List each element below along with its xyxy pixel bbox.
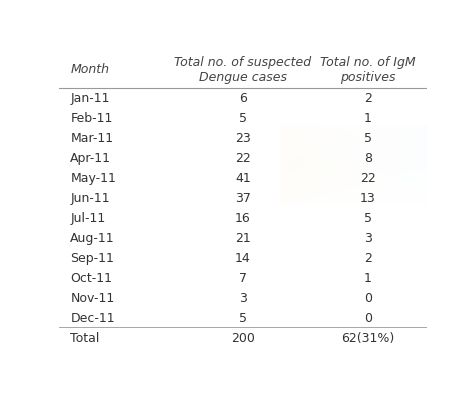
Text: Nov-11: Nov-11 (70, 292, 115, 305)
Text: 2: 2 (364, 92, 372, 105)
Text: Jun-11: Jun-11 (70, 192, 110, 205)
Text: 21: 21 (235, 232, 251, 245)
Text: 3: 3 (364, 232, 372, 245)
Text: Feb-11: Feb-11 (70, 112, 113, 125)
Text: 5: 5 (239, 112, 247, 125)
Text: 14: 14 (235, 252, 251, 265)
Text: 23: 23 (235, 131, 251, 144)
Text: 22: 22 (360, 172, 376, 185)
Text: Oct-11: Oct-11 (70, 272, 112, 285)
Text: 2: 2 (364, 252, 372, 265)
Text: May-11: May-11 (70, 172, 116, 185)
Text: 16: 16 (235, 212, 251, 225)
Text: Total: Total (70, 332, 100, 345)
Text: 5: 5 (364, 131, 372, 144)
Text: Jul-11: Jul-11 (70, 212, 106, 225)
Text: Month: Month (70, 63, 109, 77)
Text: 7: 7 (239, 272, 247, 285)
Text: 5: 5 (364, 212, 372, 225)
Text: 5: 5 (239, 312, 247, 325)
Text: Apr-11: Apr-11 (70, 152, 111, 165)
Text: 41: 41 (235, 172, 251, 185)
Text: 200: 200 (231, 332, 255, 345)
Text: 0: 0 (364, 292, 372, 305)
Text: 62(31%): 62(31%) (341, 332, 394, 345)
Text: 8: 8 (364, 152, 372, 165)
Text: Jan-11: Jan-11 (70, 92, 110, 105)
Text: 13: 13 (360, 192, 376, 205)
Text: 37: 37 (235, 192, 251, 205)
Text: 1: 1 (364, 112, 372, 125)
Text: 1: 1 (364, 272, 372, 285)
Text: Sep-11: Sep-11 (70, 252, 114, 265)
Text: 0: 0 (364, 312, 372, 325)
Text: Mar-11: Mar-11 (70, 131, 113, 144)
Text: Dec-11: Dec-11 (70, 312, 115, 325)
Text: 22: 22 (235, 152, 251, 165)
Text: 6: 6 (239, 92, 247, 105)
Text: Aug-11: Aug-11 (70, 232, 115, 245)
Text: Total no. of IgM
positives: Total no. of IgM positives (320, 56, 416, 84)
Text: Total no. of suspected
Dengue cases: Total no. of suspected Dengue cases (174, 56, 311, 84)
Text: 3: 3 (239, 292, 247, 305)
